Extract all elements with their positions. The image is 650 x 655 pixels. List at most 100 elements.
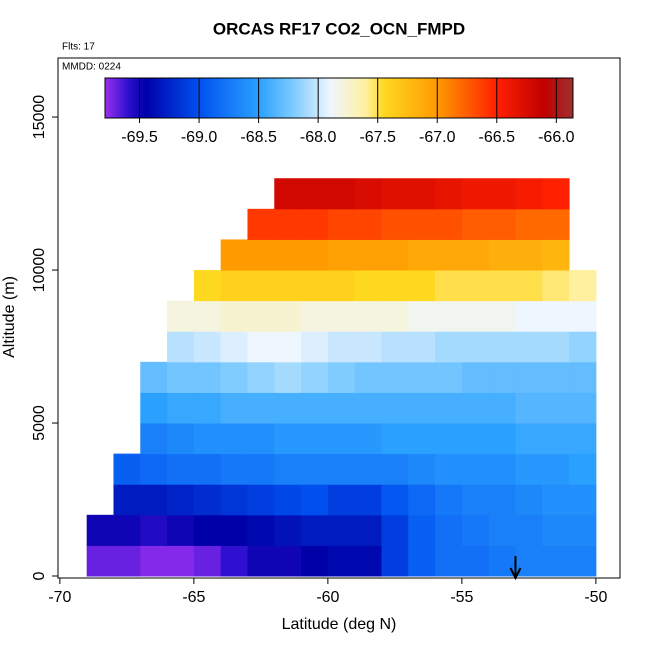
heat-cell bbox=[167, 514, 195, 546]
heat-cell bbox=[247, 331, 275, 363]
chart-title: ORCAS RF17 CO2_OCN_FMPD bbox=[213, 19, 465, 38]
heat-cell bbox=[247, 300, 275, 332]
heat-cell bbox=[193, 392, 222, 424]
y-tick-label: 5000 bbox=[31, 405, 48, 441]
heat-cell bbox=[435, 361, 463, 393]
heat-cell bbox=[354, 208, 382, 240]
heat-cell bbox=[542, 453, 570, 485]
heat-cell bbox=[569, 300, 597, 332]
heat-cell bbox=[247, 239, 275, 271]
heat-cell bbox=[274, 361, 302, 393]
heat-cell bbox=[167, 300, 195, 332]
heat-cell bbox=[569, 392, 597, 424]
heat-cell bbox=[408, 208, 436, 240]
heat-cell bbox=[435, 178, 463, 210]
heat-cell bbox=[301, 300, 329, 332]
heat-cell bbox=[193, 270, 222, 302]
heat-cell bbox=[408, 514, 436, 546]
heat-cell bbox=[435, 208, 463, 240]
x-tick-label: -70 bbox=[48, 589, 71, 606]
y-axis-label: Altitude (m) bbox=[1, 276, 18, 358]
heat-cell bbox=[381, 392, 409, 424]
colorbar-tick-label: -67.0 bbox=[419, 129, 456, 146]
heat-cell bbox=[274, 484, 302, 516]
heat-cell bbox=[488, 453, 516, 485]
heat-cell bbox=[408, 270, 436, 302]
heat-cell bbox=[515, 239, 543, 271]
heat-cell bbox=[301, 453, 329, 485]
heat-cell bbox=[140, 392, 168, 424]
heat-cell bbox=[86, 514, 114, 546]
heat-cell bbox=[247, 270, 275, 302]
heat-cell bbox=[301, 545, 329, 577]
heat-cell bbox=[435, 270, 463, 302]
heat-cell bbox=[247, 484, 275, 516]
heat-cell bbox=[381, 239, 409, 271]
heat-cell bbox=[354, 361, 382, 393]
heat-cell bbox=[354, 331, 382, 363]
heat-cell bbox=[274, 208, 302, 240]
heat-cell bbox=[220, 361, 248, 393]
heat-cell bbox=[435, 514, 463, 546]
heat-cell bbox=[515, 392, 543, 424]
heat-cell bbox=[408, 178, 436, 210]
heat-cell bbox=[354, 545, 382, 577]
heat-cell bbox=[167, 545, 195, 577]
heat-cell bbox=[193, 300, 222, 332]
heat-cell bbox=[220, 300, 248, 332]
heat-cell bbox=[542, 392, 570, 424]
heat-cell bbox=[515, 514, 543, 546]
heat-cell bbox=[301, 361, 329, 393]
colorbar-tick-label: -66.5 bbox=[479, 129, 516, 146]
heat-cell bbox=[435, 392, 463, 424]
heat-cell bbox=[140, 361, 168, 393]
heat-cell bbox=[408, 423, 436, 455]
annotation: MMDD: 0224 bbox=[62, 62, 121, 73]
heat-cell bbox=[542, 361, 570, 393]
heat-cell bbox=[381, 453, 409, 485]
heat-cell bbox=[435, 453, 463, 485]
heat-cell bbox=[327, 484, 356, 516]
heat-cell bbox=[569, 270, 597, 302]
heat-cell bbox=[408, 484, 436, 516]
heat-cell bbox=[354, 392, 382, 424]
heat-cell bbox=[381, 484, 409, 516]
heat-cell bbox=[327, 361, 356, 393]
heat-cell bbox=[327, 270, 356, 302]
heat-cell bbox=[381, 361, 409, 393]
colorbar-tick-label: -69.5 bbox=[121, 129, 158, 146]
heat-cell bbox=[193, 484, 222, 516]
heat-cell bbox=[515, 178, 543, 210]
heat-cell bbox=[301, 392, 329, 424]
heat-cell bbox=[381, 423, 409, 455]
heat-cell bbox=[488, 178, 516, 210]
heat-cell bbox=[515, 423, 543, 455]
heat-cell bbox=[354, 178, 382, 210]
heat-cell bbox=[461, 178, 490, 210]
x-axis-label: Latitude (deg N) bbox=[282, 616, 397, 633]
heat-cell bbox=[461, 361, 490, 393]
heat-cell bbox=[381, 514, 409, 546]
heat-cell bbox=[435, 239, 463, 271]
heat-cell bbox=[220, 514, 248, 546]
heat-cell bbox=[542, 208, 570, 240]
heat-cell bbox=[220, 392, 248, 424]
heat-cell bbox=[274, 545, 302, 577]
heat-cell bbox=[167, 484, 195, 516]
heat-cell bbox=[381, 545, 409, 577]
heat-cell bbox=[515, 208, 543, 240]
heat-cell bbox=[488, 361, 516, 393]
heat-cell bbox=[274, 270, 302, 302]
heat-cell bbox=[301, 423, 329, 455]
heat-cell bbox=[461, 545, 490, 577]
heat-cell bbox=[220, 331, 248, 363]
heat-cell bbox=[461, 423, 490, 455]
heat-cell bbox=[167, 392, 195, 424]
heat-cell bbox=[461, 484, 490, 516]
heat-cell bbox=[488, 423, 516, 455]
heat-cell bbox=[113, 545, 141, 577]
heat-cell bbox=[515, 300, 543, 332]
heat-cell bbox=[274, 423, 302, 455]
heat-cell bbox=[408, 239, 436, 271]
heat-cell bbox=[86, 545, 114, 577]
